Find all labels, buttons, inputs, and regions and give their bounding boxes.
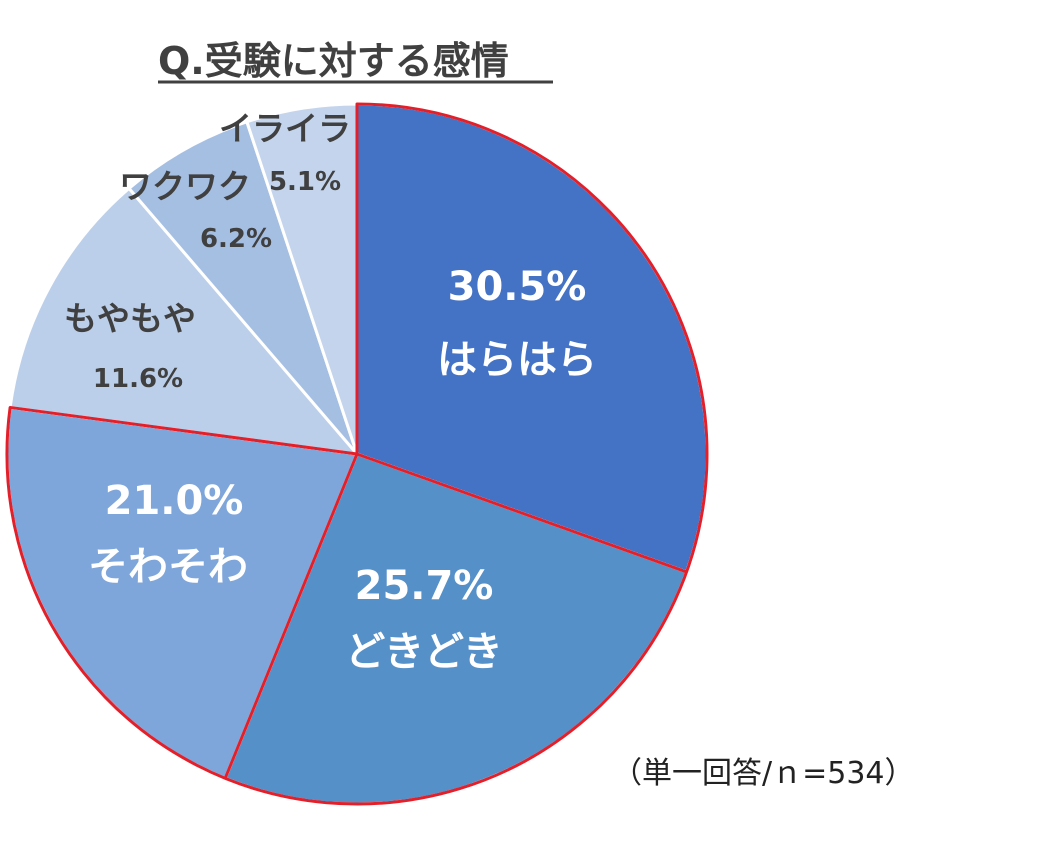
- slice-category-label: イライラ: [219, 109, 351, 148]
- slice-value-label: 11.6%: [93, 364, 183, 394]
- chart-title: Q.受験に対する感情: [158, 39, 509, 83]
- slice-category-label: もやもや: [64, 299, 196, 338]
- slice-category-label: はらはら: [437, 337, 597, 383]
- highlight-divider-2: [223, 453, 359, 779]
- slice-category-label: どきどき: [345, 629, 503, 675]
- slice-value-label: 25.7%: [355, 563, 494, 609]
- slice-value-label: 30.5%: [448, 264, 587, 310]
- pie-labels: 30.5% はらはら 25.7% どきどき 21.0% そわそわ もやもや 11.6% ワクワク…: [64, 109, 597, 675]
- pie-slices: [5, 102, 709, 806]
- slice-value-label: 6.2%: [200, 224, 272, 254]
- slice-category-label: ワクワク: [119, 167, 251, 206]
- pie-slice-4: [8, 186, 361, 457]
- highlight-divider-1: [356, 452, 688, 574]
- slice-value-label: 21.0%: [105, 478, 244, 524]
- slice-value-label: 5.1%: [269, 167, 341, 197]
- footnote: （単一回答/ｎ=534）: [612, 756, 915, 791]
- pie-slice-5: [126, 119, 359, 455]
- highlight-outline: [5, 102, 709, 806]
- slice-category-label: そわそわ: [88, 544, 248, 590]
